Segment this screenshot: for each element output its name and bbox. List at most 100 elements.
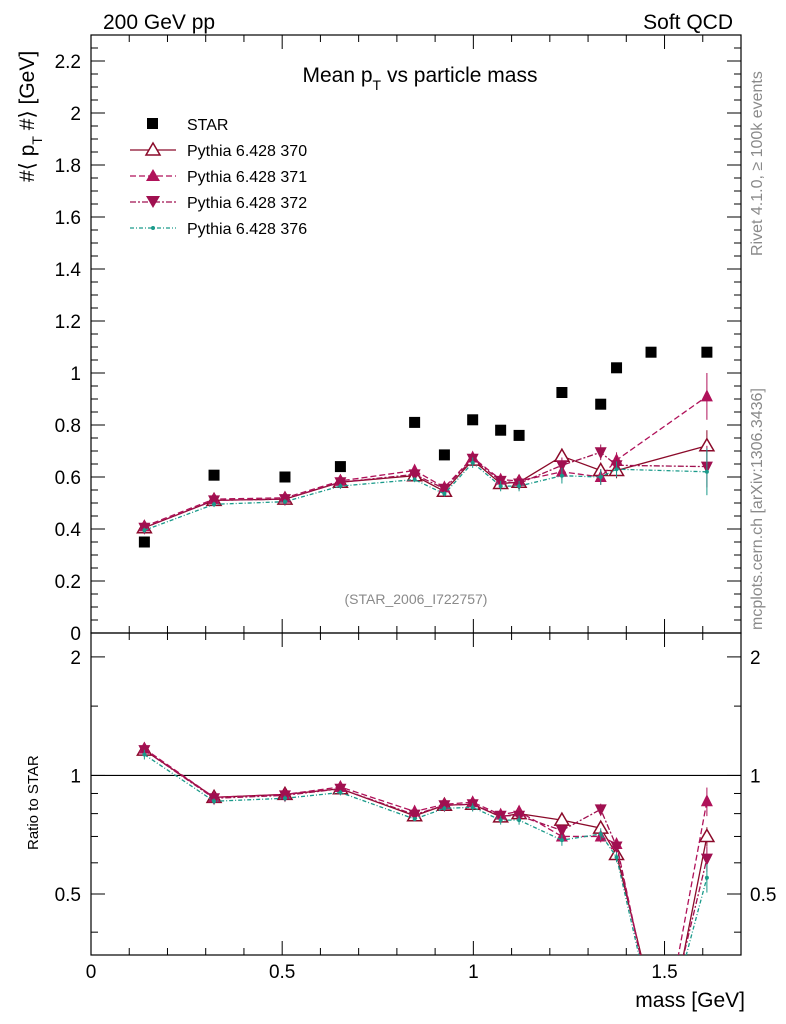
series-line-370 xyxy=(144,445,708,529)
series-point-376 xyxy=(442,491,447,496)
star-data-point xyxy=(513,429,525,441)
rivet-label: Rivet 4.1.0, ≥ 100k events xyxy=(749,71,766,256)
ratio-point-371 xyxy=(700,794,713,807)
y-tick-label: 1.8 xyxy=(55,156,81,177)
y-tick-label: 1.4 xyxy=(55,260,82,281)
x-tick-label: 0 xyxy=(86,962,97,983)
mcplots-label: mcplots.cern.ch [arXiv:1306.3436] xyxy=(749,388,766,630)
x-tick-label: 1 xyxy=(468,962,479,983)
ratio-tick-label-right: 1 xyxy=(750,766,761,787)
x-tick-label: 1.5 xyxy=(651,962,677,983)
ratio-point-372 xyxy=(555,825,568,838)
series-point-376 xyxy=(470,460,475,465)
ratio-point-372 xyxy=(610,841,623,854)
series-point-371 xyxy=(700,389,713,402)
legend-marker-370 xyxy=(144,141,162,156)
ratio-plot-frame xyxy=(90,632,742,956)
plot-layer xyxy=(136,346,716,955)
ratio-tick-label-right: 0.5 xyxy=(750,885,776,906)
series-point-376 xyxy=(598,475,603,479)
ratio-point-376 xyxy=(498,818,503,823)
star-data-point xyxy=(495,424,507,436)
series-point-376 xyxy=(412,477,417,482)
ratio-point-372 xyxy=(408,809,421,822)
ratio-line-370 xyxy=(144,749,708,955)
y-tick-label: 1.2 xyxy=(55,312,81,333)
star-data-point xyxy=(645,346,657,358)
star-data-point xyxy=(208,469,220,481)
series-point-376 xyxy=(559,473,564,478)
chart-title-main: Mean p xyxy=(303,64,373,87)
series-line-371 xyxy=(144,395,708,528)
legend-label-star: STAR xyxy=(187,117,228,134)
ratio-point-376 xyxy=(412,817,417,822)
header-left: 200 GeV pp xyxy=(103,11,215,34)
series-point-376 xyxy=(498,484,503,489)
ratio-point-376 xyxy=(598,832,603,837)
y-tick-label: 0.2 xyxy=(55,572,81,593)
legend-marker-371 xyxy=(146,169,160,181)
ratio-point-372 xyxy=(334,783,347,796)
axes-layer: 0 0.5 1 1.5 0 0.2 0.4 0.6 0.8 1 1.2 1.4 1.6 1.8 2 2.2 0.… xyxy=(55,34,776,983)
star-data-point xyxy=(595,398,607,410)
ratio-line-372 xyxy=(144,749,708,955)
analysis-tag: (STAR_2006_I722757) xyxy=(345,591,488,607)
ratio-point-376 xyxy=(517,818,522,823)
ratio-point-376 xyxy=(470,805,475,810)
ratio-point-376 xyxy=(142,752,147,757)
ratio-tick-label-left: 0.5 xyxy=(55,885,81,906)
main-series-group xyxy=(136,346,716,548)
x-tick-label: 0.5 xyxy=(269,962,295,983)
y-tick-label: 2 xyxy=(70,104,81,125)
series-point-372 xyxy=(438,483,451,496)
y-tick-label: 0.8 xyxy=(55,416,81,437)
legend-label-371: Pythia 6.428 371 xyxy=(187,169,307,186)
ratio-point-372 xyxy=(594,804,607,817)
ratio-line-376 xyxy=(144,754,708,955)
series-point-372 xyxy=(555,460,568,473)
legend-label-372: Pythia 6.428 372 xyxy=(187,195,307,212)
star-data-point xyxy=(556,387,568,398)
y-label-main: #⟨ p xyxy=(16,145,39,182)
series-point-376 xyxy=(517,484,522,489)
ratio-point-372 xyxy=(700,853,713,866)
series-point-376 xyxy=(282,499,287,504)
ratio-point-376 xyxy=(338,790,343,795)
ratio-point-376 xyxy=(704,875,709,880)
series-point-376 xyxy=(142,528,147,533)
series-point-372 xyxy=(408,469,421,482)
y-tick-label: 2.2 xyxy=(55,52,81,73)
ratio-tick-label-right: 2 xyxy=(750,648,761,669)
ratio-point-376 xyxy=(442,806,447,811)
star-data-point xyxy=(279,471,291,483)
ratio-line-371 xyxy=(144,748,708,955)
y-tick-label: 0.6 xyxy=(55,468,81,489)
chart-title-tail: vs particle mass xyxy=(381,64,537,87)
series-line-372 xyxy=(144,451,707,529)
ratio-series-group xyxy=(136,741,716,955)
legend-marker-372 xyxy=(146,196,160,208)
ratio-point-370 xyxy=(698,827,716,843)
chart-title-sub: T xyxy=(373,77,382,93)
legend-label-376: Pythia 6.428 376 xyxy=(187,221,307,238)
star-data-point xyxy=(438,449,450,461)
legend-label-370: Pythia 6.428 370 xyxy=(187,143,307,160)
header-right: Soft QCD xyxy=(643,11,733,34)
star-data-point xyxy=(409,416,421,428)
star-data-point xyxy=(138,536,150,548)
y-label-sub: T xyxy=(29,136,45,145)
star-data-point xyxy=(611,362,623,374)
legend: STAR Pythia 6.428 370 Pythia 6.428 371 P… xyxy=(130,117,307,238)
ratio-point-376 xyxy=(282,796,287,801)
ratio-tick-label-left: 2 xyxy=(70,648,81,669)
ratio-point-376 xyxy=(212,799,217,804)
series-point-372 xyxy=(594,447,607,460)
y-tick-label: 0.4 xyxy=(55,520,82,541)
legend-marker-376 xyxy=(151,226,155,230)
y-tick-label: 1 xyxy=(70,364,81,385)
ratio-tick-label-left: 1 xyxy=(70,766,81,787)
x-axis-label: mass [GeV] xyxy=(635,989,745,1012)
y-tick-label: 0 xyxy=(70,624,81,645)
star-data-point xyxy=(467,414,479,426)
